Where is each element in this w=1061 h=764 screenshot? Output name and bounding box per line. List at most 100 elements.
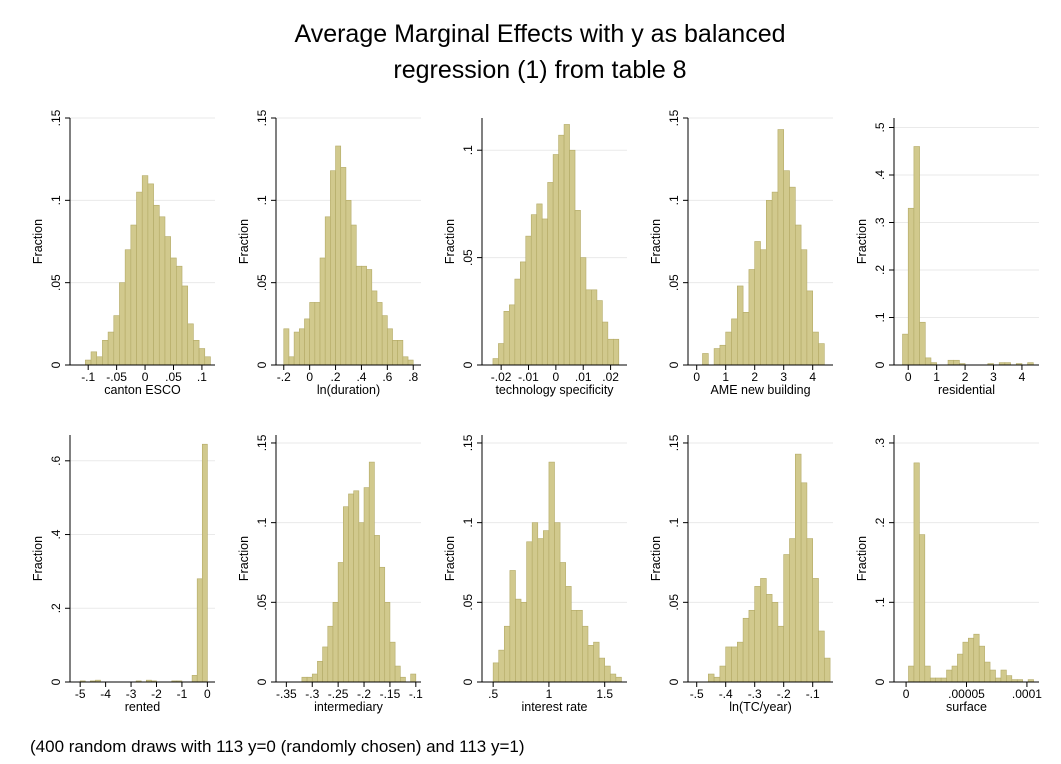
bar <box>719 665 727 683</box>
y-tick-label: 0 <box>873 678 887 685</box>
bar <box>760 249 767 366</box>
y-axis-label: Fraction <box>237 536 251 581</box>
bar <box>301 676 308 683</box>
bar <box>196 578 203 683</box>
y-tick-label: 0 <box>255 361 269 368</box>
bar <box>789 186 796 366</box>
y-tick-label: .4 <box>49 529 63 539</box>
bar <box>327 625 334 683</box>
x-tick-label: 0 <box>204 687 211 701</box>
bar <box>754 241 761 366</box>
bar <box>311 673 318 683</box>
note: (400 random draws with 113 y=0 (randomly… <box>30 737 525 756</box>
x-tick-label: 0 <box>903 687 910 701</box>
bar <box>503 311 510 366</box>
bar <box>504 625 511 683</box>
x-tick-label: 2 <box>751 370 758 384</box>
bar <box>113 315 120 366</box>
bar <box>201 443 208 683</box>
bar <box>402 356 409 366</box>
bar <box>520 261 527 366</box>
bar <box>806 538 814 683</box>
bar <box>1000 669 1007 683</box>
x-tick-label: -.3 <box>748 687 762 701</box>
bar <box>379 566 386 683</box>
bar <box>363 487 370 683</box>
bar <box>823 657 831 683</box>
bar <box>1006 675 1013 683</box>
y-tick-label: .1 <box>49 195 63 205</box>
bar <box>946 669 953 683</box>
x-tick-label: -.4 <box>719 687 733 701</box>
bar <box>85 359 92 366</box>
bar <box>929 677 936 683</box>
bar <box>957 653 964 683</box>
bar <box>947 359 955 366</box>
bar <box>293 331 300 366</box>
x-tick-label: 2 <box>962 370 969 384</box>
y-tick-label: .1 <box>461 517 475 527</box>
bar <box>525 235 532 366</box>
bar <box>355 265 362 366</box>
bar <box>552 154 559 366</box>
bar <box>335 145 342 366</box>
bar <box>509 570 516 683</box>
y-axis-label: Fraction <box>649 536 663 581</box>
bar <box>812 331 819 366</box>
x-tick-label: -.15 <box>380 687 401 701</box>
bar <box>153 204 160 366</box>
bar <box>498 649 505 683</box>
bar <box>509 304 516 366</box>
x-tick-label: 3 <box>780 370 787 384</box>
bar <box>989 669 996 683</box>
y-tick-label: .05 <box>667 274 681 291</box>
bar <box>771 602 779 683</box>
bar <box>492 662 500 683</box>
bar <box>935 677 942 683</box>
x-tick-label: .8 <box>408 370 418 384</box>
bar <box>96 356 103 366</box>
x-tick-label: -1 <box>177 687 188 701</box>
bar <box>366 269 373 366</box>
bar <box>392 339 398 366</box>
bar <box>345 200 352 366</box>
bar <box>314 302 321 366</box>
bar <box>358 522 365 683</box>
bar <box>107 331 115 366</box>
bar <box>141 175 149 366</box>
bar <box>407 359 414 366</box>
x-tick-label: 0 <box>905 370 912 384</box>
bar <box>130 224 137 366</box>
y-axis-label: Fraction <box>237 219 251 264</box>
x-tick-label: -.2 <box>277 370 291 384</box>
x-tick-label: -.3 <box>305 687 319 701</box>
y-tick-label: .1 <box>255 517 269 527</box>
bar <box>324 216 331 366</box>
x-tick-label: 4 <box>809 370 816 384</box>
x-tick-label: .00005 <box>948 687 985 701</box>
x-tick-label: .0001 <box>1012 687 1042 701</box>
bar <box>731 318 738 366</box>
x-tick-label: -.1 <box>81 370 95 384</box>
bar <box>742 312 750 366</box>
bar <box>580 257 587 366</box>
bar <box>102 339 109 366</box>
bar <box>995 677 1002 683</box>
x-axis-label: rented <box>125 700 160 714</box>
bar <box>984 661 991 683</box>
x-tick-label: .02 <box>602 370 619 384</box>
bar <box>604 665 611 683</box>
y-tick-label: .1 <box>461 145 475 155</box>
bar <box>565 586 572 683</box>
bar <box>381 315 388 366</box>
bar <box>548 461 555 683</box>
bar <box>306 676 313 683</box>
bar <box>731 646 738 683</box>
bar <box>951 665 958 683</box>
x-tick-label: .5 <box>488 687 498 701</box>
bar <box>771 191 779 366</box>
y-tick-label: .1 <box>873 597 887 607</box>
bar <box>591 289 598 366</box>
bar <box>725 646 732 683</box>
bar <box>558 134 565 366</box>
